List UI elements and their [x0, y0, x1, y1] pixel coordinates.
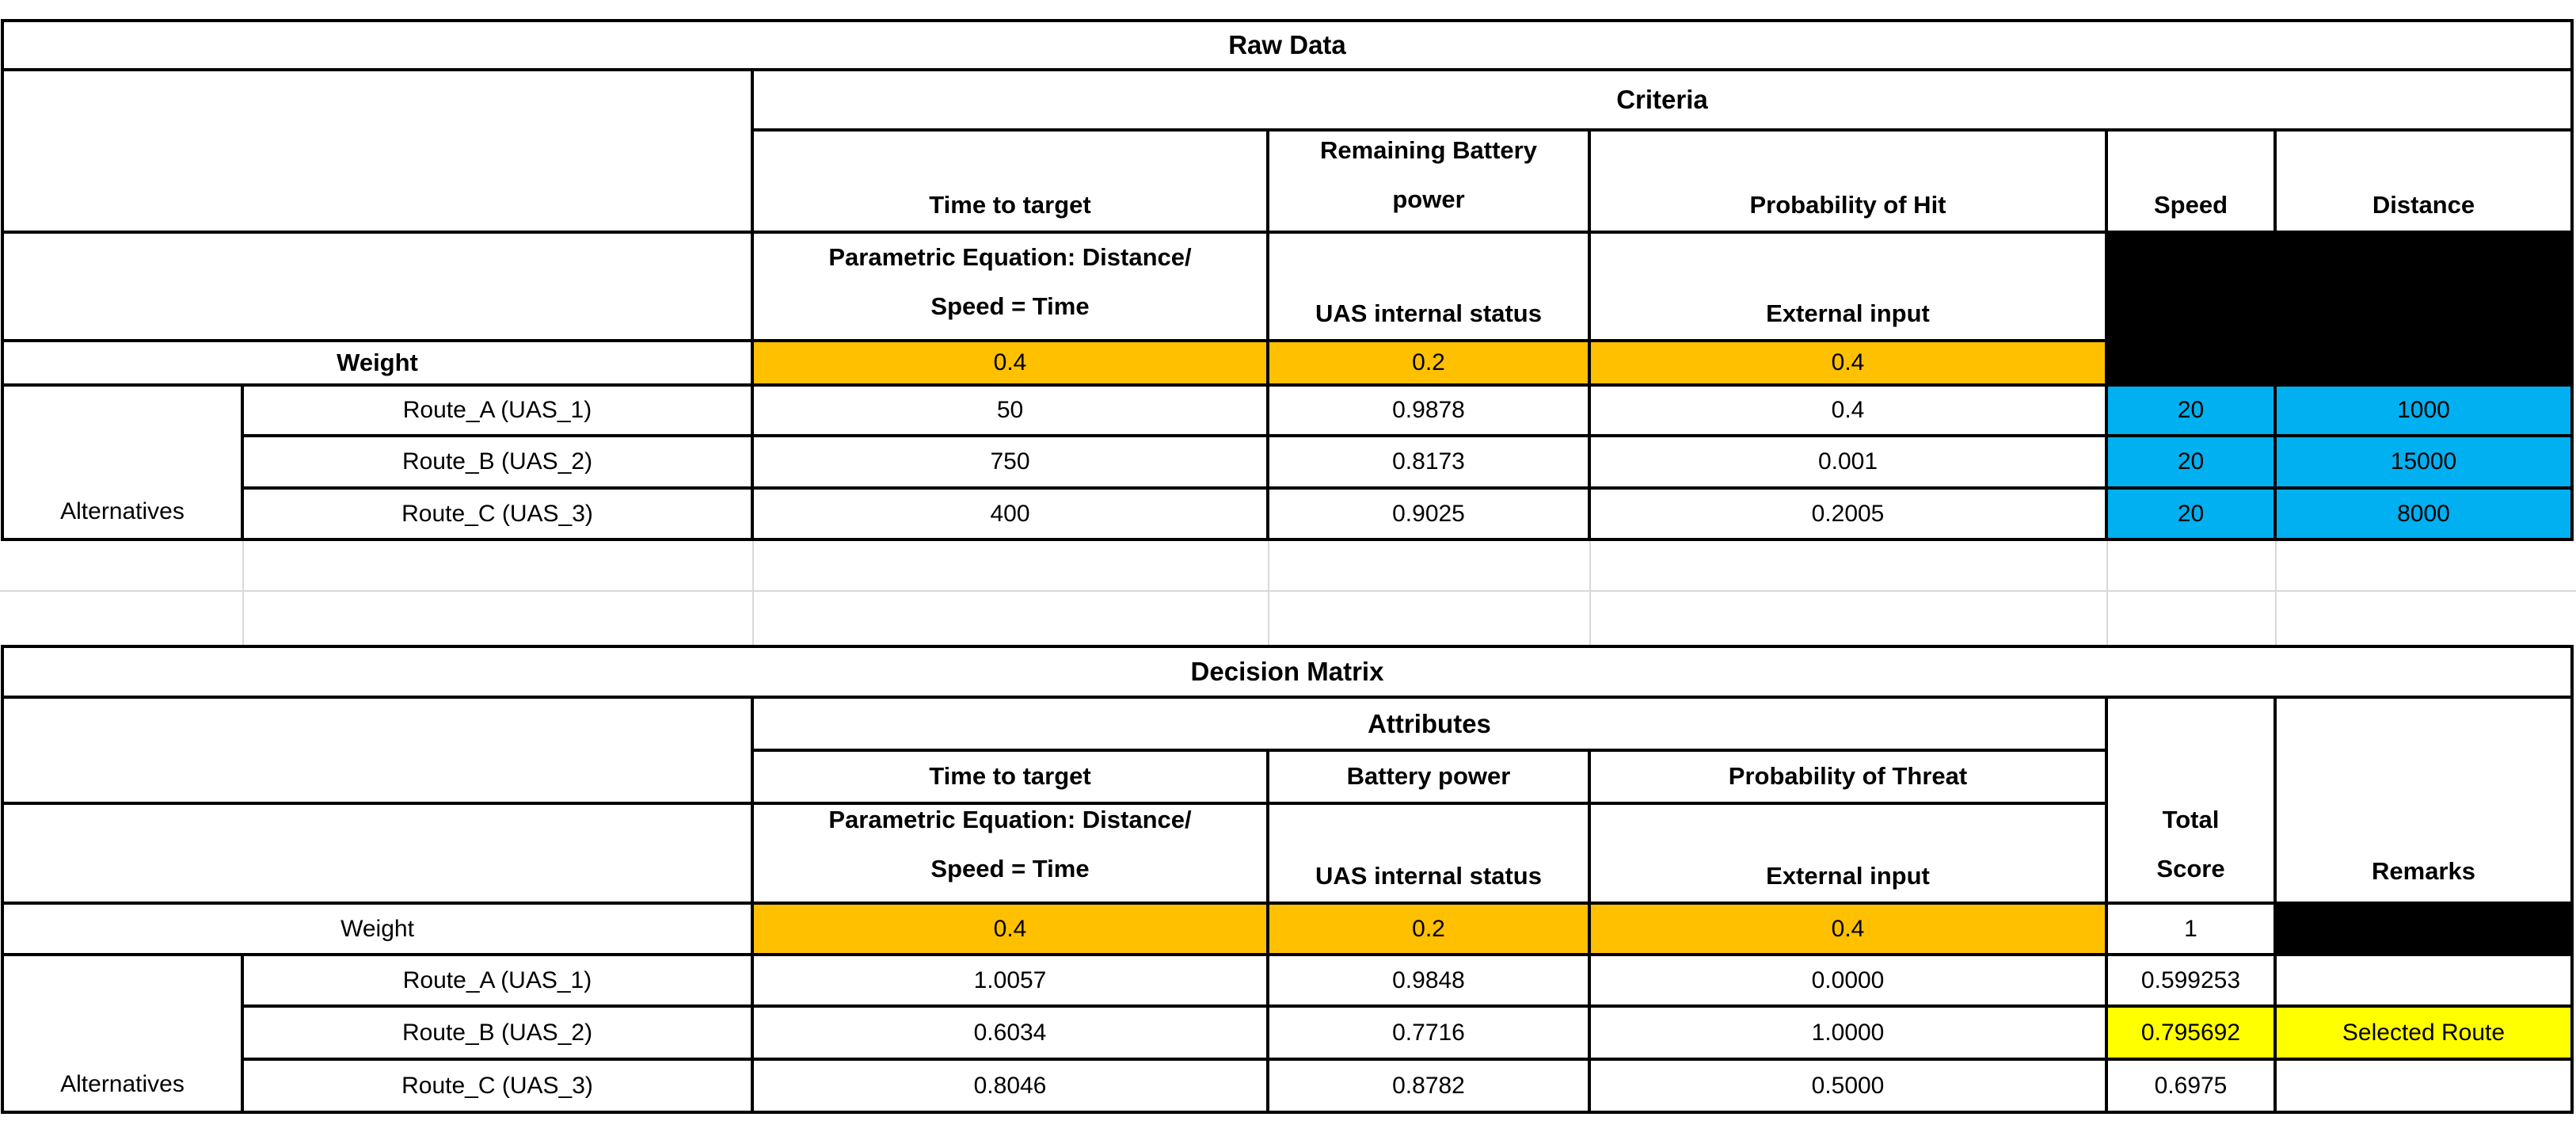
raw-cell-battery[interactable]: 0.9878 [1268, 385, 1589, 436]
raw-weight-label[interactable]: Weight [2, 341, 752, 385]
dm-cell-total-score[interactable]: 0.6975 [2106, 1059, 2275, 1112]
parametric-line1: Parametric Equation: Distance/ [828, 806, 1192, 833]
raw-subheader-parametric-equation[interactable]: Parametric Equation: Distance/Speed = Ti… [752, 232, 1268, 341]
dm-cell-battery[interactable]: 0.8782 [1268, 1059, 1589, 1112]
raw-cell-time[interactable]: 50 [752, 385, 1268, 436]
dm-total-score-header[interactable]: Total Score [2106, 697, 2275, 903]
dm-cell-battery[interactable]: 0.7716 [1268, 1006, 1589, 1059]
raw-col-header-distance[interactable]: Distance [2275, 130, 2572, 232]
raw-cell-battery[interactable]: 0.8173 [1268, 436, 1589, 488]
raw-row-label[interactable]: Route_A (UAS_1) [242, 385, 752, 436]
raw-cell-distance[interactable]: 1000 [2275, 385, 2572, 436]
raw-col-header-time-to-target[interactable]: Time to target [752, 130, 1268, 232]
raw-weight-battery[interactable]: 0.2 [1268, 341, 1589, 385]
raw-cell-hit[interactable]: 0.4 [1589, 385, 2106, 436]
raw-cell-hit[interactable]: 0.2005 [1589, 488, 2106, 539]
dm-empty-left-block[interactable] [2, 697, 752, 803]
raw-cell-hit[interactable]: 0.001 [1589, 436, 2106, 488]
gridline-vertical [2275, 541, 2277, 645]
dm-cell-threat[interactable]: 1.0000 [1589, 1006, 2106, 1059]
total-score-line2: Score [2156, 855, 2225, 882]
raw-cell-time[interactable]: 400 [752, 488, 1268, 539]
dm-cell-remark-selected-route[interactable]: Selected Route [2275, 1006, 2572, 1059]
raw-cell-distance[interactable]: 8000 [2275, 488, 2572, 539]
dm-subheader-parametric-equation[interactable]: Parametric Equation: Distance/Speed = Ti… [752, 803, 1268, 903]
gridline-horizontal [0, 590, 2576, 592]
dm-cell-threat[interactable]: 0.0000 [1589, 955, 2106, 1006]
dm-weight-time[interactable]: 0.4 [752, 903, 1268, 955]
attributes-header[interactable]: Attributes [752, 697, 2106, 750]
raw-weight-hit[interactable]: 0.4 [1589, 341, 2106, 385]
parametric-line2: Speed = Time [930, 292, 1090, 320]
raw-cell-speed[interactable]: 20 [2106, 385, 2275, 436]
decision-matrix-title[interactable]: Decision Matrix [2, 646, 2572, 697]
gridline-vertical [752, 541, 754, 645]
raw-weight-time[interactable]: 0.4 [752, 341, 1268, 385]
gridline-vertical [2106, 541, 2108, 645]
raw-data-title[interactable]: Raw Data [2, 21, 2572, 70]
dm-weight-threat[interactable]: 0.4 [1589, 903, 2106, 955]
dm-empty-left-block-2[interactable] [2, 803, 752, 903]
parametric-line1: Parametric Equation: Distance/ [828, 243, 1192, 271]
dm-cell-time[interactable]: 0.6034 [752, 1006, 1268, 1059]
raw-cell-time[interactable]: 750 [752, 436, 1268, 488]
battery-header-line1: Remaining Battery [1320, 136, 1537, 164]
raw-alternatives-label[interactable]: Alternatives [2, 385, 242, 539]
dm-cell-time[interactable]: 1.0057 [752, 955, 1268, 1006]
dm-alternatives-label[interactable]: Alternatives [2, 955, 242, 1112]
dm-cell-remark[interactable] [2275, 955, 2572, 1006]
dm-cell-total-score-selected[interactable]: 0.795692 [2106, 1006, 2275, 1059]
dm-row-label[interactable]: Route_B (UAS_2) [242, 1006, 752, 1059]
dm-cell-time[interactable]: 0.8046 [752, 1059, 1268, 1112]
gridline-vertical [1589, 541, 1591, 645]
raw-row-label[interactable]: Route_C (UAS_3) [242, 488, 752, 539]
criteria-header[interactable]: Criteria [752, 70, 2572, 130]
dm-col-header-probability-of-threat[interactable]: Probability of Threat [1589, 750, 2106, 803]
raw-col-header-battery[interactable]: Remaining Battery power [1268, 130, 1589, 232]
dm-weight-total[interactable]: 1 [2106, 903, 2275, 955]
raw-subheader-uas-internal-status[interactable]: UAS internal status [1268, 232, 1589, 341]
raw-subheader-external-input[interactable]: External input [1589, 232, 2106, 341]
dm-weight-label[interactable]: Weight [2, 903, 752, 955]
raw-col-header-probability-of-hit[interactable]: Probability of Hit [1589, 130, 2106, 232]
dm-row-label[interactable]: Route_C (UAS_3) [242, 1059, 752, 1112]
dm-blocked-cell-remarks[interactable] [2275, 903, 2572, 955]
raw-row-label[interactable]: Route_B (UAS_2) [242, 436, 752, 488]
raw-blocked-cell-speed-distance[interactable] [2106, 232, 2572, 385]
gridline-vertical [242, 541, 244, 645]
raw-cell-battery[interactable]: 0.9025 [1268, 488, 1589, 539]
raw-cell-speed[interactable]: 20 [2106, 436, 2275, 488]
gridline-vertical [1268, 541, 1269, 645]
dm-subheader-uas-internal-status[interactable]: UAS internal status [1268, 803, 1589, 903]
dm-cell-threat[interactable]: 0.5000 [1589, 1059, 2106, 1112]
dm-col-header-battery-power[interactable]: Battery power [1268, 750, 1589, 803]
dm-weight-battery[interactable]: 0.2 [1268, 903, 1589, 955]
dm-cell-total-score[interactable]: 0.599253 [2106, 955, 2275, 1006]
battery-header-line2: power [1392, 185, 1465, 213]
raw-empty-left-block-2[interactable] [2, 232, 752, 341]
dm-cell-battery[interactable]: 0.9848 [1268, 955, 1589, 1006]
parametric-line2: Speed = Time [930, 855, 1090, 882]
raw-cell-distance[interactable]: 15000 [2275, 436, 2572, 488]
total-score-line1: Total [2162, 806, 2220, 833]
raw-empty-left-block[interactable] [2, 70, 752, 232]
raw-cell-speed[interactable]: 20 [2106, 488, 2275, 539]
dm-subheader-external-input[interactable]: External input [1589, 803, 2106, 903]
dm-remarks-header[interactable]: Remarks [2275, 697, 2572, 903]
raw-col-header-speed[interactable]: Speed [2106, 130, 2275, 232]
dm-row-label[interactable]: Route_A (UAS_1) [242, 955, 752, 1006]
dm-cell-remark[interactable] [2275, 1059, 2572, 1112]
dm-col-header-time-to-target[interactable]: Time to target [752, 750, 1268, 803]
